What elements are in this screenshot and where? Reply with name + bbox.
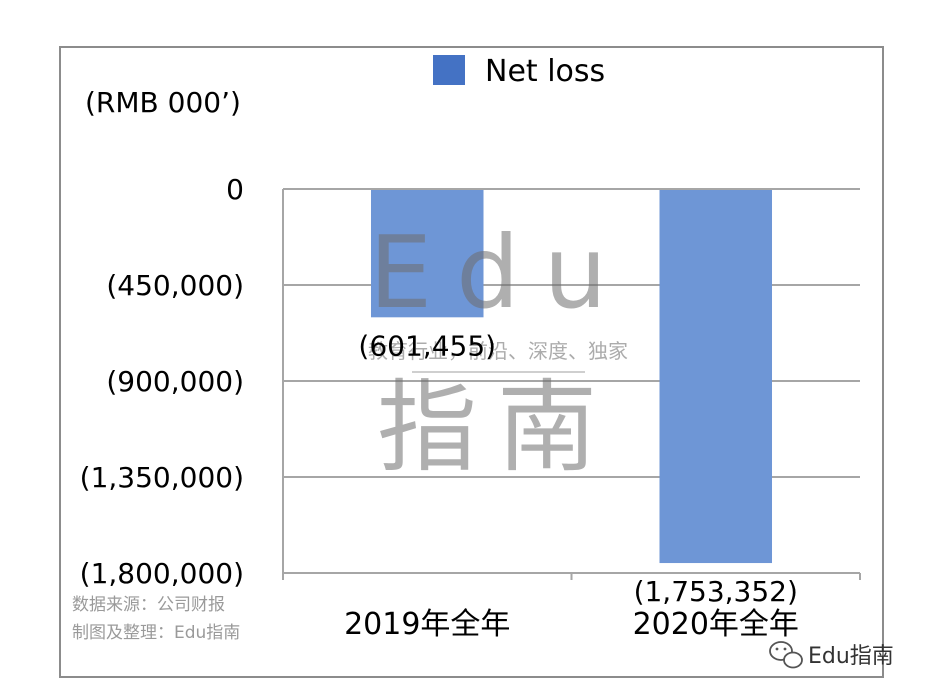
watermark-zhinan-text: 指南 (377, 369, 617, 486)
y-tick-label: (900,000) (106, 365, 244, 398)
axes: 0 (450,000) (900,000) (1,350,000) (1,800,000… (80, 173, 861, 642)
bars (370, 190, 773, 564)
wechat-icon (769, 641, 803, 669)
y-tick-label: 0 (226, 173, 244, 206)
y-tick-label: (1,800,000) (80, 557, 244, 590)
y-tick-label: (1,350,000) (80, 461, 244, 494)
legend-label: Net loss (485, 54, 605, 89)
source-line-1: 数据来源：公司财报 (72, 595, 225, 615)
bar-data-label: (1,753,352) (634, 575, 798, 608)
legend-swatch (433, 55, 465, 85)
bar (370, 190, 484, 318)
y-tick-label: (450,000) (106, 269, 244, 302)
source-line-2: 制图及整理：Edu指南 (72, 623, 240, 643)
unit-label: (RMB 000’) (85, 86, 241, 119)
bar-data-label: (601,455) (358, 329, 496, 362)
category-label: 2019年全年 (344, 607, 510, 642)
brand-label: Edu指南 (808, 644, 894, 669)
watermark: Edu 教育行业，前沿、深度、独家 指南 (368, 214, 631, 486)
bar (659, 190, 773, 564)
category-label: 2020年全年 (633, 607, 799, 642)
legend: Net loss (433, 54, 605, 89)
watermark-slogan-text: 教育行业，前沿、深度、独家 (368, 339, 628, 363)
brand-mark: Edu指南 (769, 641, 894, 669)
watermark-edu-text: Edu (369, 214, 631, 331)
data-labels: (601,455) (1,753,352) (358, 329, 798, 608)
